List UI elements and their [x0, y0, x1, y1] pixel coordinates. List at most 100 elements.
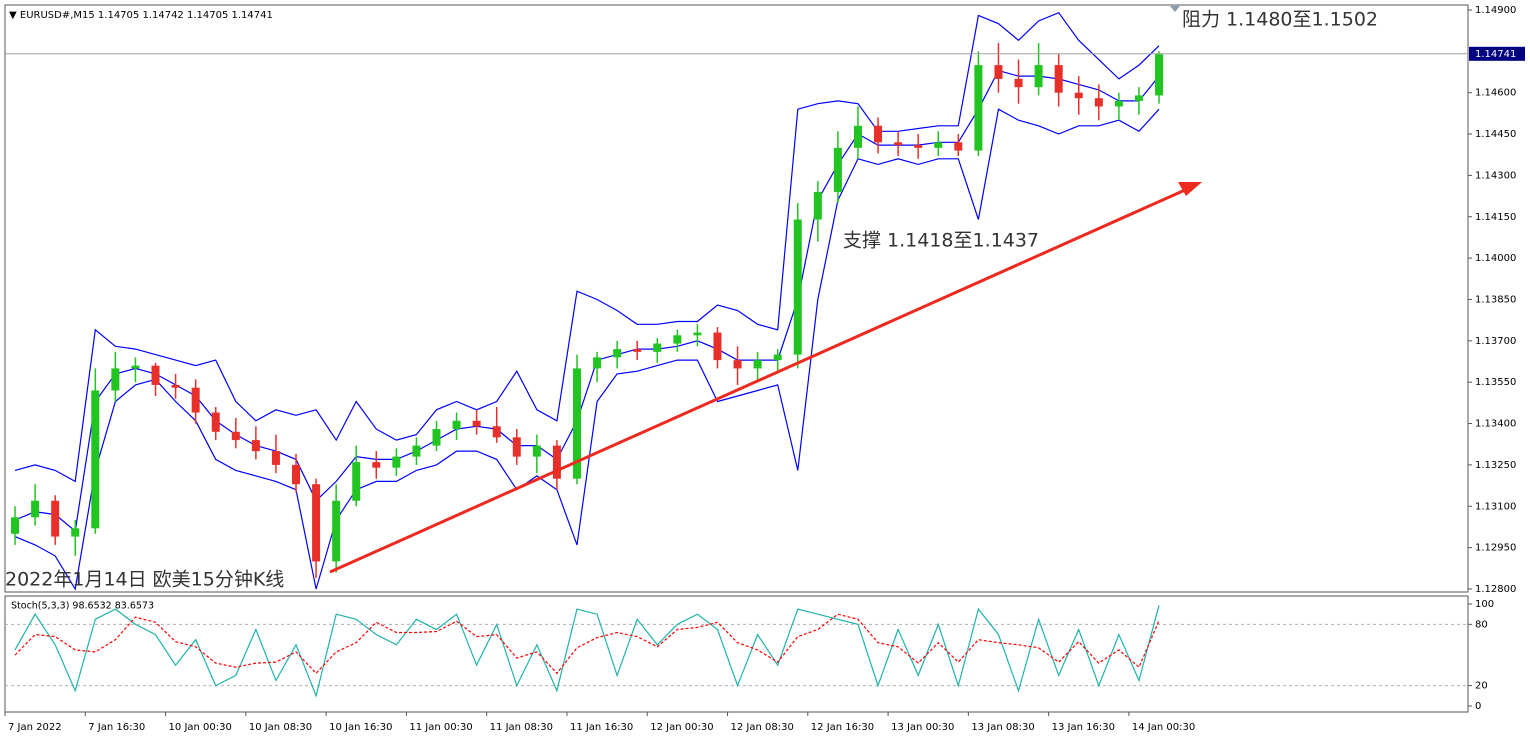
- x-tick-label: 11 Jan 16:30: [570, 722, 633, 733]
- candle-body: [472, 420, 481, 427]
- candle-body: [934, 142, 943, 148]
- candle-body: [613, 349, 622, 358]
- candle-body: [412, 445, 421, 457]
- price-tag: [1469, 46, 1525, 61]
- candle-body: [251, 440, 260, 452]
- candle-body: [392, 456, 401, 468]
- y-tick-label: 1.12800: [1475, 584, 1516, 595]
- candle-body: [352, 462, 361, 501]
- y-tick-label: 1.14600: [1475, 88, 1516, 99]
- x-tick-label: 12 Jan 00:30: [650, 722, 713, 733]
- candle-body: [593, 357, 602, 369]
- candle-body: [1034, 65, 1043, 88]
- band-line: [14, 69, 1160, 533]
- annotation: 2022年1月14日 欧美15分钟K线: [5, 569, 284, 591]
- candle-body: [452, 420, 461, 430]
- candle-body: [713, 332, 722, 361]
- y-tick-label: 1.13550: [1475, 377, 1516, 388]
- trend-arrow: [329, 188, 1186, 574]
- candle-body: [1074, 92, 1083, 99]
- y-tick-label: 0: [1475, 701, 1481, 712]
- x-tick-label: 13 Jan 08:30: [971, 722, 1034, 733]
- y-tick-label: 1.14150: [1475, 212, 1516, 223]
- y-tick-label: 1.13250: [1475, 460, 1516, 471]
- y-tick-label: 1.12950: [1475, 543, 1516, 554]
- candle-body: [512, 437, 521, 457]
- x-tick-label: 10 Jan 08:30: [249, 722, 312, 733]
- y-tick-label: 1.13850: [1475, 294, 1516, 305]
- candle-body: [1114, 100, 1123, 107]
- candle-body: [994, 65, 1003, 79]
- x-tick-label: 13 Jan 00:30: [891, 722, 954, 733]
- candle-body: [693, 332, 702, 336]
- candle-body: [793, 219, 802, 355]
- candle-body: [271, 451, 280, 465]
- candle-body: [552, 445, 561, 479]
- candle-body: [954, 142, 963, 151]
- candle-body: [312, 484, 321, 562]
- candle-body: [432, 429, 441, 446]
- arrow-head: [1178, 182, 1202, 196]
- price-title: ▼ EURUSD#,M15 1.14705 1.14742 1.14705 1.…: [9, 10, 273, 21]
- candle-body: [1134, 95, 1143, 101]
- stoch-line: [14, 605, 1160, 698]
- candle-body: [572, 368, 581, 479]
- plot: 1.14900 1.14600 1.14450 1.14300 1.14150 1.140…: [4, 5, 1525, 733]
- x-tick-label: 7 Jan 2022: [8, 722, 62, 733]
- candle-body: [231, 431, 240, 441]
- y-tick-label: 1.14450: [1475, 129, 1516, 140]
- y-tick-label: 1.13100: [1475, 501, 1516, 512]
- candle-body: [974, 65, 983, 151]
- x-tick-label: 14 Jan 00:30: [1132, 722, 1195, 733]
- y-tick-label: 100: [1475, 599, 1494, 610]
- candle-body: [1094, 98, 1103, 107]
- price-tag-label: 1.14741: [1475, 49, 1516, 60]
- candle-body: [131, 365, 140, 369]
- candle-body: [773, 354, 782, 361]
- stoch-line: [14, 613, 1160, 675]
- candle-body: [733, 360, 742, 369]
- candle-body: [874, 125, 883, 143]
- candle-body: [151, 365, 160, 385]
- candle-body: [1155, 54, 1164, 96]
- candle-body: [914, 145, 923, 148]
- stoch-panel: [4, 595, 1469, 713]
- candle-body: [673, 335, 682, 344]
- y-tick-label: 1.14000: [1475, 253, 1516, 264]
- x-tick-label: 12 Jan 08:30: [731, 722, 794, 733]
- band-line: [14, 11, 1160, 483]
- y-tick-label: 20: [1475, 681, 1488, 692]
- candle-body: [813, 191, 822, 220]
- candle-body: [332, 500, 341, 562]
- annotation: 支撑 1.1418至1.1437: [843, 230, 1039, 252]
- y-tick-label: 1.13400: [1475, 419, 1516, 430]
- x-tick-label: 10 Jan 00:30: [169, 722, 232, 733]
- annotation: 阻力 1.1480至1.1502: [1182, 9, 1378, 31]
- x-tick-label: 11 Jan 00:30: [409, 722, 472, 733]
- candle-body: [111, 368, 120, 391]
- stoch-title: Stoch(5,3,3) 98.6532 83.6573: [11, 601, 154, 612]
- candle-body: [71, 528, 80, 537]
- candle-body: [372, 462, 381, 468]
- candle-body: [833, 147, 842, 192]
- candle-body: [532, 445, 541, 457]
- candle-body: [171, 384, 180, 388]
- x-tick-label: 11 Jan 08:30: [490, 722, 553, 733]
- x-tick-label: 10 Jan 16:30: [329, 722, 392, 733]
- candle-body: [653, 343, 662, 352]
- candle-body: [894, 142, 903, 146]
- x-tick-label: 13 Jan 16:30: [1052, 722, 1115, 733]
- y-tick-label: 1.14300: [1475, 170, 1516, 181]
- x-tick-label: 7 Jan 16:30: [88, 722, 145, 733]
- band-line: [14, 108, 1160, 591]
- candle-body: [91, 390, 100, 529]
- candle-body: [492, 426, 501, 438]
- y-tick-label: 1.14900: [1475, 5, 1516, 16]
- candle-body: [11, 517, 20, 534]
- candle-body: [1014, 78, 1023, 88]
- x-tick-label: 12 Jan 16:30: [811, 722, 874, 733]
- candle-body: [191, 387, 200, 413]
- candle-body: [31, 500, 40, 518]
